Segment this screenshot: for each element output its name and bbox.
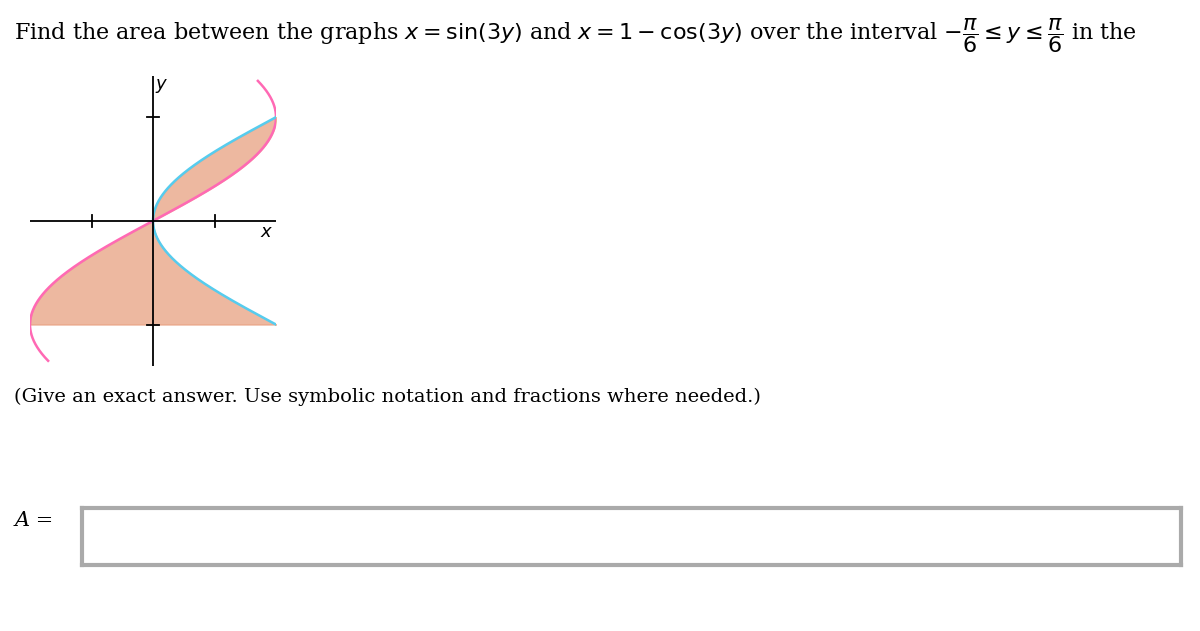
- Text: Find the area between the graphs $x = \sin(3y)$ and $x = 1 - \cos(3y)$ over the : Find the area between the graphs $x = \s…: [14, 16, 1138, 55]
- Text: $x$: $x$: [259, 223, 272, 242]
- Text: $y$: $y$: [155, 77, 168, 95]
- Text: A =: A =: [14, 511, 54, 530]
- Text: (Give an exact answer. Use symbolic notation and fractions where needed.): (Give an exact answer. Use symbolic nota…: [14, 388, 761, 406]
